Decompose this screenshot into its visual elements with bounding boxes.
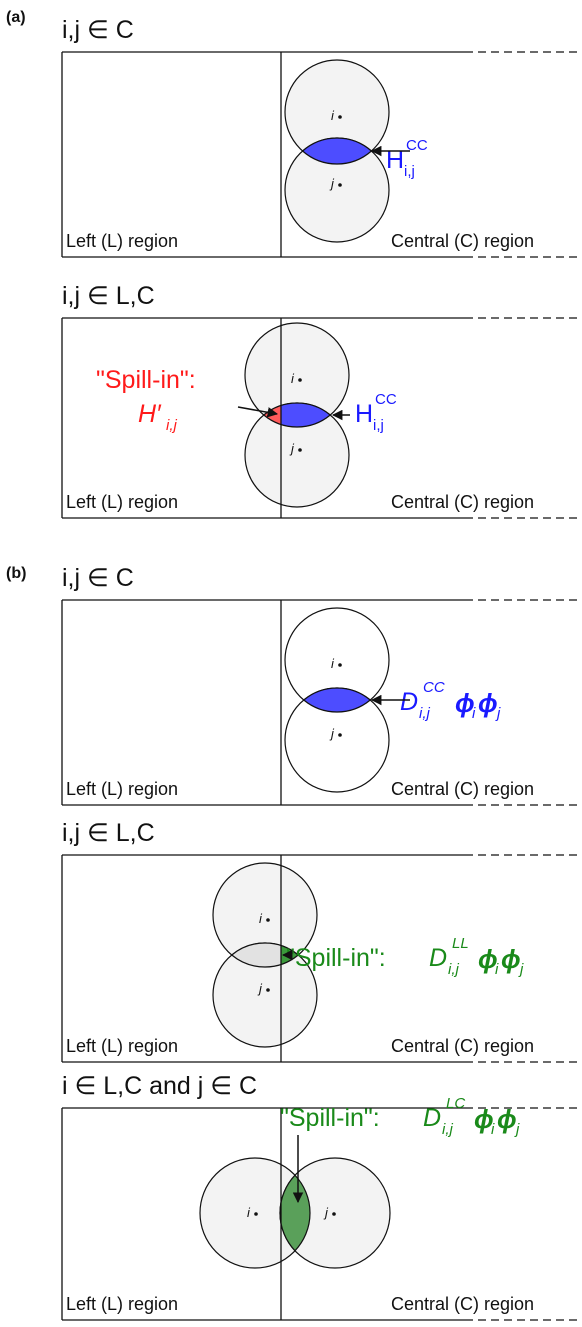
term-sub: i,j — [419, 705, 431, 722]
overlap-right — [281, 402, 331, 428]
point-label: j — [323, 1205, 329, 1220]
factor-sub: j — [495, 705, 501, 722]
term-base: H — [386, 146, 404, 174]
term-sup: LL — [452, 935, 469, 952]
left-region-label: Left (L) region — [66, 1036, 178, 1056]
term-sub: i,j — [448, 961, 460, 978]
left-region-label: Left (L) region — [66, 779, 178, 799]
overlap-outline — [262, 402, 332, 428]
term-base: D — [400, 688, 418, 716]
factor-base: ϕ — [501, 944, 521, 974]
point-label: i — [331, 108, 335, 123]
formula: "Spill-in": D i,j LC ϕ i ϕ j — [280, 1095, 520, 1138]
point-label: i — [247, 1205, 251, 1220]
formula: "Spill-in": H′ i,j H i,j CC — [96, 366, 397, 434]
diagram-title: i ∈ L,C and j ∈ C — [62, 1072, 257, 1100]
factor-sub: j — [518, 961, 524, 978]
point-dot — [266, 988, 270, 992]
factor-base: ϕ — [497, 1104, 517, 1134]
point-label: i — [291, 371, 295, 386]
point-dot — [298, 448, 302, 452]
point-label: j — [289, 441, 295, 456]
diagram-title: i,j ∈ C — [62, 16, 134, 44]
formula: H i,j CC — [386, 137, 428, 180]
panel-label: (b) — [6, 565, 26, 582]
point-dot — [338, 663, 342, 667]
spill-in: "Spill-in": — [286, 944, 386, 972]
term-base: D — [423, 1104, 441, 1132]
point-label: i — [331, 656, 335, 671]
point-dot — [338, 183, 342, 187]
diagram-title: i,j ∈ C — [62, 564, 134, 592]
central-region-label: Central (C) region — [391, 231, 534, 251]
factor-sub: j — [514, 1121, 520, 1138]
term-sup: CC — [375, 391, 397, 408]
term-sub: i,j — [373, 417, 384, 434]
factor-base: ϕ — [474, 1104, 494, 1134]
factor-base: ϕ — [478, 944, 498, 974]
left-region-label: Left (L) region — [66, 492, 178, 512]
point-label: i — [259, 911, 263, 926]
term-base: D — [429, 944, 447, 972]
formula: D i,j CC ϕ i ϕ j — [400, 679, 501, 722]
term-sub: i,j — [404, 163, 415, 180]
factor-sub: i — [472, 705, 476, 722]
diagram-title: i,j ∈ L,C — [62, 819, 155, 847]
overlap-outline — [230, 942, 300, 968]
point-dot — [298, 378, 302, 382]
panel-label: (a) — [6, 9, 26, 26]
overlap-left — [231, 942, 281, 968]
term-sup: LC — [446, 1095, 465, 1112]
term-base: H — [355, 400, 373, 428]
point-label: j — [329, 176, 335, 191]
point-label: j — [257, 981, 263, 996]
term-sub: i,j — [166, 417, 178, 434]
central-region-label: Central (C) region — [391, 1294, 534, 1314]
point-dot — [338, 733, 342, 737]
central-region-label: Central (C) region — [391, 492, 534, 512]
left-region-label: Left (L) region — [66, 1294, 178, 1314]
formula: "Spill-in": D i,j LL ϕ i ϕ j — [286, 935, 524, 978]
central-region-label: Central (C) region — [391, 779, 534, 799]
term-base: H′ — [138, 400, 162, 428]
left-region-label: Left (L) region — [66, 231, 178, 251]
point-dot — [266, 918, 270, 922]
point-label: j — [329, 726, 335, 741]
central-region-label: Central (C) region — [391, 1036, 534, 1056]
point-dot — [332, 1212, 336, 1216]
spill-in: "Spill-in": — [96, 366, 196, 394]
factor-sub: i — [491, 1121, 495, 1138]
factor-sub: i — [495, 961, 499, 978]
diagram-title: i,j ∈ L,C — [62, 282, 155, 310]
term-sup: CC — [406, 137, 428, 154]
point-dot — [338, 115, 342, 119]
point-dot — [254, 1212, 258, 1216]
factor-base: ϕ — [478, 688, 498, 718]
factor-base: ϕ — [455, 688, 475, 718]
spill-in: "Spill-in": — [280, 1104, 380, 1132]
overlap — [302, 687, 372, 713]
arrow — [237, 406, 279, 418]
term-sup: CC — [423, 679, 445, 696]
term-sub: i,j — [442, 1121, 454, 1138]
